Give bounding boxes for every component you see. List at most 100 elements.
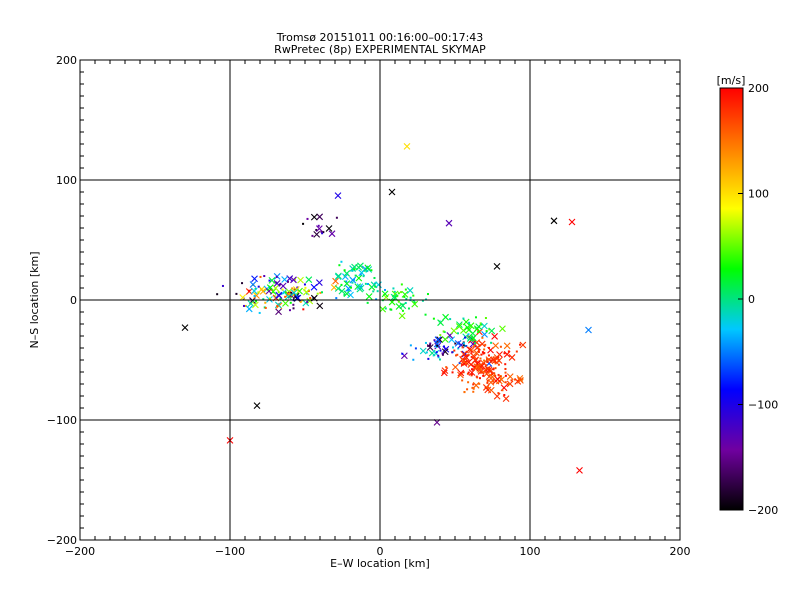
data-point-dot — [504, 367, 507, 370]
data-point-dot — [500, 375, 503, 378]
data-point-cross — [355, 264, 363, 271]
data-point-dot — [320, 230, 323, 233]
data-point-dot — [470, 352, 473, 355]
data-point-cross — [316, 302, 324, 310]
data-point-dot — [478, 382, 481, 385]
data-point-cross — [441, 335, 449, 343]
data-point-dot — [247, 289, 250, 292]
data-point-dot — [351, 281, 354, 284]
data-point-dot — [497, 373, 500, 376]
data-point-cross — [282, 299, 289, 307]
data-point-cross — [343, 280, 351, 288]
data-point-dot — [507, 350, 510, 353]
data-point-cross — [448, 336, 456, 344]
data-point-dot — [354, 274, 357, 277]
data-point-dot — [335, 297, 338, 300]
data-point-dot — [487, 354, 490, 357]
data-point-cross — [482, 384, 490, 391]
data-point-cross — [495, 357, 503, 364]
data-point-dot — [504, 374, 507, 377]
data-point-cross — [488, 327, 496, 335]
data-point-dot — [241, 282, 244, 285]
data-point-dot — [362, 275, 365, 278]
data-point-dot — [400, 283, 403, 286]
data-point-dot — [409, 296, 412, 299]
data-point-cross — [302, 299, 310, 307]
data-point-cross — [315, 279, 323, 286]
data-point-cross — [330, 284, 338, 291]
data-point-dot — [493, 360, 496, 363]
data-point-dot — [424, 341, 427, 344]
y-tick-label: 0 — [70, 294, 77, 307]
data-point-cross — [550, 217, 558, 225]
data-point-dot — [462, 371, 465, 374]
data-point-cross — [492, 342, 500, 350]
data-point-dot — [485, 369, 488, 372]
data-point-dot — [484, 343, 487, 346]
data-point-dot — [340, 260, 343, 263]
data-point-cross — [275, 308, 282, 316]
data-point-dot — [302, 308, 305, 311]
data-point-dot — [483, 348, 486, 351]
data-point-cross — [457, 369, 465, 377]
data-point-cross — [316, 213, 324, 221]
data-point-dot — [458, 362, 461, 365]
data-point-cross — [338, 287, 346, 295]
data-point-cross — [297, 276, 304, 284]
data-point-dot — [257, 285, 260, 288]
data-point-dot — [493, 372, 496, 375]
data-point-cross — [462, 318, 470, 326]
data-point-dot — [463, 344, 466, 347]
data-point-dot — [353, 268, 356, 271]
data-point-dot — [481, 336, 484, 339]
data-point-dot — [370, 269, 373, 272]
data-point-cross — [452, 363, 459, 371]
data-point-cross — [275, 292, 283, 300]
data-point-dot — [290, 292, 293, 295]
data-point-cross — [328, 230, 336, 238]
data-point-cross — [499, 325, 506, 333]
data-point-dot — [427, 357, 430, 360]
data-point-cross — [489, 356, 497, 364]
data-point-dot — [470, 374, 473, 377]
data-point-dot — [349, 286, 352, 289]
data-point-dot — [490, 341, 493, 344]
data-point-cross — [474, 343, 482, 351]
data-point-cross — [249, 281, 257, 288]
data-point-dot — [340, 283, 343, 286]
data-point-dot — [441, 352, 444, 355]
data-point-dot — [263, 306, 266, 309]
data-point-cross — [473, 349, 480, 357]
data-point-dot — [343, 269, 346, 272]
x-axis-label: E–W location [km] — [330, 557, 430, 570]
data-point-cross — [419, 347, 427, 355]
grid-lines — [80, 60, 680, 540]
x-tick-label: −100 — [215, 545, 245, 558]
colorbar-tick-label: 200 — [748, 82, 769, 95]
data-points — [181, 143, 592, 474]
colorbar-tick-label: 100 — [748, 188, 769, 201]
data-point-dot — [299, 300, 302, 303]
data-point-cross — [411, 300, 419, 308]
data-point-dot — [335, 216, 338, 219]
data-point-dot — [364, 282, 367, 285]
data-point-dot — [373, 276, 376, 279]
data-point-cross — [266, 284, 274, 291]
data-point-cross — [436, 336, 443, 344]
data-point-dot — [464, 336, 467, 339]
data-point-dot — [338, 264, 341, 267]
data-point-dot — [437, 356, 440, 359]
data-point-dot — [281, 288, 284, 291]
data-point-dot — [467, 381, 470, 384]
data-point-dot — [264, 301, 267, 304]
data-point-dot — [479, 357, 482, 360]
data-point-dot — [474, 316, 477, 319]
data-point-cross — [516, 375, 524, 382]
data-point-cross — [381, 290, 389, 298]
data-point-dot — [397, 292, 400, 295]
data-point-cross — [508, 354, 516, 361]
data-point-cross — [281, 276, 288, 283]
data-point-dot — [490, 359, 493, 362]
data-point-dot — [389, 308, 392, 311]
data-point-dot — [435, 345, 438, 348]
